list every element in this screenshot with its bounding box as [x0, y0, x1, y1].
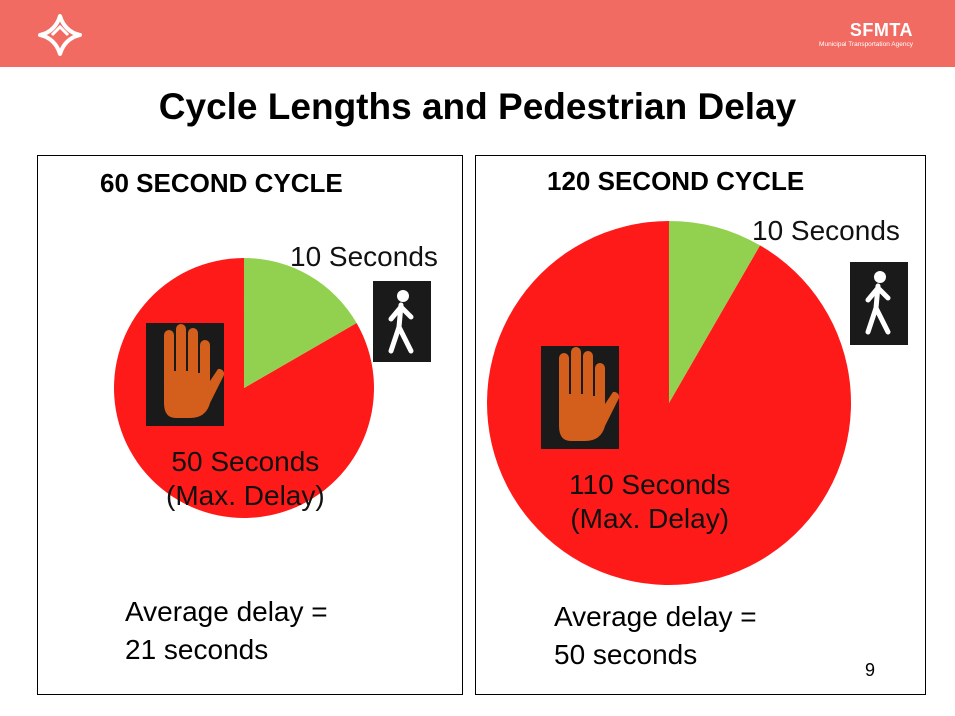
pie-slice-walk	[244, 258, 357, 388]
walk-pedestrian-icon	[850, 262, 908, 345]
brand-subtitle: Municipal Transportation Agency	[819, 41, 913, 48]
dont-walk-seconds: 50 Seconds	[171, 446, 320, 477]
dont-walk-hand-icon	[146, 323, 225, 426]
dont-walk-slice-label: 50 Seconds (Max. Delay)	[166, 445, 325, 513]
dont-walk-seconds: 110 Seconds	[569, 469, 731, 500]
header-banner: SFMTA Municipal Transportation Agency	[0, 0, 955, 67]
brand-block: SFMTA Municipal Transportation Agency	[819, 20, 913, 49]
chart-title-120: 120 SECOND CYCLE	[547, 166, 805, 196]
average-delay-120: Average delay = 50 seconds	[554, 598, 757, 674]
walk-pedestrian-icon	[373, 281, 431, 362]
average-delay-value: 50 seconds	[554, 639, 698, 670]
dont-walk-hand-icon	[541, 346, 620, 449]
page-number: 9	[864, 660, 875, 680]
dont-walk-slice-label: 110 Seconds (Max. Delay)	[569, 468, 730, 536]
pie-slice-walk	[669, 221, 760, 403]
pie-chart-120	[487, 221, 852, 585]
chart-title-60: 60 SECOND CYCLE	[100, 168, 343, 198]
average-delay-label: Average delay =	[125, 596, 328, 627]
max-delay-note: (Max. Delay)	[570, 503, 730, 534]
average-delay-value: 21 seconds	[125, 634, 269, 665]
average-delay-label: Average delay =	[554, 601, 757, 632]
walk-slice-label: 10 Seconds	[752, 215, 900, 246]
max-delay-note: (Max. Delay)	[166, 480, 325, 511]
sfmta-logo-icon	[38, 14, 82, 56]
walk-slice-label: 10 Seconds	[290, 241, 438, 272]
panel-120-second-cycle: 120 SECOND CYCLE 10 Seconds 110 Seconds …	[475, 155, 926, 695]
average-delay-60: Average delay = 21 seconds	[125, 593, 328, 669]
pie-slice-dont-walk	[487, 221, 852, 585]
brand-name: SFMTA	[849, 20, 913, 40]
slide-title: Cycle Lengths and Pedestrian Delay	[158, 86, 797, 127]
panel-60-second-cycle: 60 SECOND CYCLE 10 Seconds 50 Seconds (M…	[37, 155, 463, 695]
